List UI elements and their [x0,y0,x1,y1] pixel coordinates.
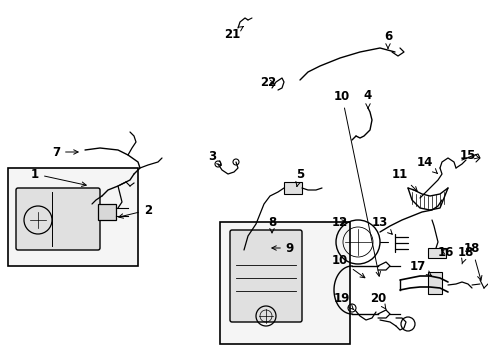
Text: 20: 20 [369,292,386,310]
Text: 16: 16 [437,246,453,258]
Text: 19: 19 [333,292,353,310]
Text: 7: 7 [52,145,78,158]
Text: 21: 21 [224,27,243,41]
Text: 13: 13 [371,216,391,234]
Text: 8: 8 [267,216,276,233]
Text: 3: 3 [207,149,221,165]
Text: 14: 14 [416,156,436,174]
Text: 18: 18 [463,242,481,280]
Text: 2: 2 [119,203,152,218]
Text: 22: 22 [259,76,276,89]
Bar [8,168,138,266]
Text: 1: 1 [31,167,86,186]
Text: 10: 10 [331,253,364,278]
Text: 17: 17 [409,260,430,275]
Text: 5: 5 [295,167,304,186]
Text: 6: 6 [383,30,391,48]
Text: 18: 18 [457,246,473,264]
Text: 12: 12 [331,216,347,229]
Bar [427,248,445,258]
Text: 9: 9 [271,242,293,255]
Text: 4: 4 [363,89,371,108]
Bar [284,182,302,194]
Text: 10: 10 [333,90,380,276]
Bar [427,272,441,294]
FancyBboxPatch shape [229,230,302,322]
Bar [98,204,116,220]
Bar [220,222,349,344]
Text: 15: 15 [459,149,478,162]
Text: 11: 11 [391,167,416,191]
FancyBboxPatch shape [16,188,100,250]
